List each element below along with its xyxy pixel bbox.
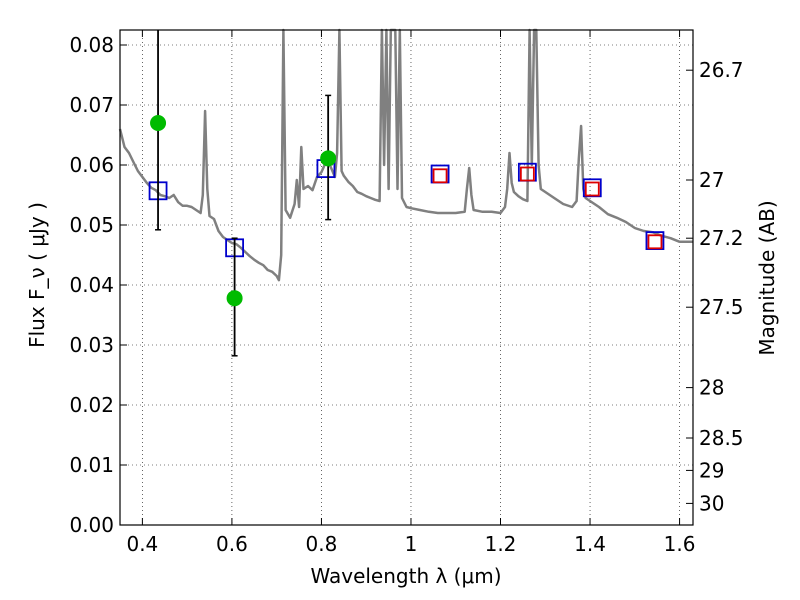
observed-near-ir-point xyxy=(584,181,600,197)
x-tick-label: 0.8 xyxy=(306,532,338,556)
y-tick-label: 0.07 xyxy=(69,93,114,117)
y2-axis-title: Magnitude (AB) xyxy=(755,200,779,355)
x-axis-title: Wavelength λ (μm) xyxy=(310,564,501,588)
y2-tick-label: 28.5 xyxy=(699,426,744,450)
axis-ticks xyxy=(120,30,693,526)
x-tick-label: 0.4 xyxy=(126,532,158,556)
y-tick-label: 0.01 xyxy=(69,453,114,477)
y2-tick-label: 27.5 xyxy=(699,295,744,319)
x-tick-label: 1.6 xyxy=(664,532,696,556)
plot-frame xyxy=(119,29,694,526)
y2-tick-label: 27 xyxy=(699,168,724,192)
y2-tick-label: 29 xyxy=(699,458,724,482)
data-markers xyxy=(148,30,665,357)
grid xyxy=(120,30,693,526)
y-tick-label: 0.03 xyxy=(69,333,114,357)
y-tick-label: 0.06 xyxy=(69,153,114,177)
y2-tick-label: 28 xyxy=(699,376,724,400)
y-tick-label: 0.02 xyxy=(69,393,114,417)
y2-tick-labels: 26.7 27 27.2 27.5 28 28.5 29 30 xyxy=(699,58,744,515)
observed-near-ir-point xyxy=(432,168,448,184)
y2-tick-label: 27.2 xyxy=(699,226,744,250)
observed-optical-point xyxy=(320,150,337,167)
y-tick-label: 0.04 xyxy=(69,273,114,297)
y-tick-label: 0.00 xyxy=(69,513,114,537)
y-tick-labels: 0.00 0.01 0.02 0.03 0.04 0.05 0.06 0.07 0.08 xyxy=(69,33,114,537)
x-tick-label: 1 xyxy=(405,532,418,556)
y2-tick-label: 26.7 xyxy=(699,58,744,82)
y-tick-label: 0.08 xyxy=(69,33,114,57)
y-axis-title: Flux F_ν ( μJy ) xyxy=(25,202,49,348)
observed-optical-point xyxy=(150,115,167,131)
y2-tick-label: 30 xyxy=(699,491,724,515)
observed-near-ir-point xyxy=(519,166,535,182)
x-tick-labels: 0.4 0.6 0.8 1 1.2 1.4 1.6 xyxy=(126,532,695,556)
x-tick-label: 0.6 xyxy=(216,532,248,556)
model-spectrum-line xyxy=(118,28,693,282)
x-tick-label: 1.4 xyxy=(574,532,606,556)
y-tick-label: 0.05 xyxy=(69,213,114,237)
observed-optical-point xyxy=(226,290,243,307)
x-tick-label: 1.2 xyxy=(485,532,517,556)
observed-near-ir-point xyxy=(647,234,663,250)
